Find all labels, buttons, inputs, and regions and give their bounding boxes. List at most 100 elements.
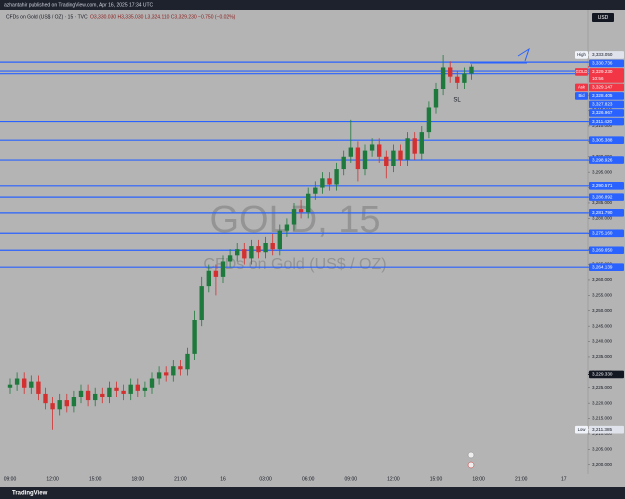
candle-body bbox=[22, 378, 27, 388]
price-badge-name-box bbox=[575, 92, 588, 100]
candle-body bbox=[199, 286, 204, 320]
candle-body bbox=[277, 230, 282, 250]
publisher: azhantahir published on TradingView.com,… bbox=[4, 2, 154, 8]
price-badge-label: 3,298.926 bbox=[592, 157, 613, 162]
candle-body bbox=[57, 400, 62, 410]
candle-body bbox=[121, 390, 126, 394]
price-badge-label: 3,333.050 bbox=[592, 52, 613, 57]
candle-body bbox=[114, 387, 119, 391]
price-badge-name-box bbox=[575, 51, 588, 59]
price-badge-name-box bbox=[575, 425, 588, 434]
x-tick-label: 15:00 bbox=[430, 476, 443, 482]
candle-body bbox=[398, 150, 403, 160]
candle-body bbox=[405, 138, 410, 160]
symbol: CFDs on Gold (US$ / OZ) · 15 · TVC bbox=[6, 14, 88, 20]
candle-body bbox=[50, 403, 55, 410]
price-badge-label: 3,327.823 bbox=[592, 102, 613, 107]
candle-body bbox=[462, 73, 467, 83]
price-badge-name: Ask bbox=[578, 85, 586, 90]
y-tick-label: 3,215.000 bbox=[592, 416, 613, 421]
top-bar bbox=[0, 0, 625, 10]
event-icon[interactable] bbox=[467, 461, 475, 469]
candle-body bbox=[263, 243, 268, 253]
candle-body bbox=[455, 76, 460, 83]
candle-body bbox=[426, 107, 432, 133]
y-tick-label: 3,225.000 bbox=[592, 385, 613, 390]
candle-body bbox=[78, 390, 84, 397]
candle-body bbox=[327, 178, 332, 185]
x-tick-label: 09:00 bbox=[345, 476, 358, 482]
y-tick-label: 3,280.000 bbox=[592, 216, 613, 221]
x-tick-label: 15:00 bbox=[89, 476, 102, 482]
price-badge-label: 3,330.736 bbox=[592, 61, 613, 66]
candle-body bbox=[313, 187, 318, 194]
price-badge-label: 3,229.330 bbox=[592, 372, 613, 377]
price-badge-label: 3,286.892 bbox=[592, 194, 613, 199]
countdown: 10:56 bbox=[592, 76, 604, 81]
currency-button[interactable] bbox=[592, 13, 614, 22]
candle-body bbox=[362, 150, 368, 170]
candle-body bbox=[128, 384, 133, 394]
candle-body bbox=[107, 387, 112, 397]
candle-body bbox=[448, 67, 453, 77]
candle-body bbox=[164, 372, 169, 376]
candle-body bbox=[100, 393, 105, 397]
y-tick-label: 3,220.000 bbox=[592, 400, 613, 405]
price-badge bbox=[589, 229, 624, 238]
price-badge bbox=[589, 425, 624, 434]
annotation: SL bbox=[453, 98, 461, 104]
price-badge bbox=[589, 117, 624, 126]
x-tick-label: 03:00 bbox=[259, 476, 272, 482]
candle-body bbox=[384, 156, 389, 166]
price-badge-label: 3,326.967 bbox=[592, 110, 613, 115]
price-badge-label: 3,264.139 bbox=[592, 264, 613, 269]
price-badge-label: 3,328.405 bbox=[592, 93, 613, 98]
candle-body bbox=[377, 144, 382, 157]
candle-body bbox=[43, 393, 48, 404]
y-tick-label: 3,295.000 bbox=[592, 169, 613, 174]
candle-body bbox=[469, 66, 474, 74]
price-badge-label: 3,305.388 bbox=[592, 137, 613, 142]
candle-body bbox=[440, 67, 446, 89]
price-badge-label: 3,329.230 bbox=[592, 69, 613, 74]
price-badge-label: 3,329.147 bbox=[592, 85, 613, 90]
x-tick-label: 12:00 bbox=[46, 476, 59, 482]
price-badge bbox=[589, 156, 624, 164]
price-badge bbox=[589, 92, 624, 100]
y-tick-label: 3,210.000 bbox=[592, 431, 613, 436]
x-tick-label: 12:00 bbox=[387, 476, 400, 482]
candle-body bbox=[284, 224, 290, 231]
price-badge-label: 3,281.790 bbox=[592, 210, 613, 215]
candle-body bbox=[213, 270, 219, 277]
y-tick-label: 3,245.000 bbox=[592, 323, 613, 328]
candle-body bbox=[192, 320, 197, 354]
currency[interactable]: USD bbox=[598, 15, 609, 21]
price-badge bbox=[589, 182, 624, 190]
price-badge-label: 3,269.650 bbox=[592, 247, 613, 252]
price-badge bbox=[589, 209, 624, 217]
price-badge-label: 3,290.571 bbox=[592, 183, 613, 188]
candle-body bbox=[93, 393, 98, 401]
candle-body bbox=[270, 243, 275, 250]
candle-body bbox=[355, 147, 361, 170]
candle-body bbox=[334, 169, 339, 185]
x-tick-label: 18:00 bbox=[472, 476, 485, 482]
candle-body bbox=[433, 89, 439, 108]
candle-body bbox=[29, 381, 34, 388]
y-tick-label: 3,205.000 bbox=[592, 447, 613, 452]
candle-body bbox=[298, 209, 304, 213]
price-badge bbox=[589, 83, 624, 92]
candle-body bbox=[85, 390, 91, 401]
candle-body bbox=[306, 193, 311, 213]
candle-body bbox=[220, 261, 226, 277]
y-tick-label: 3,250.000 bbox=[592, 308, 613, 313]
price-badge bbox=[589, 136, 624, 144]
price-badge bbox=[589, 193, 624, 201]
price-badge-name: Bid bbox=[578, 93, 585, 98]
event-icon[interactable] bbox=[467, 451, 475, 459]
x-tick-label: 21:00 bbox=[515, 476, 528, 482]
candle-body bbox=[320, 178, 325, 188]
candle-body bbox=[178, 366, 183, 370]
